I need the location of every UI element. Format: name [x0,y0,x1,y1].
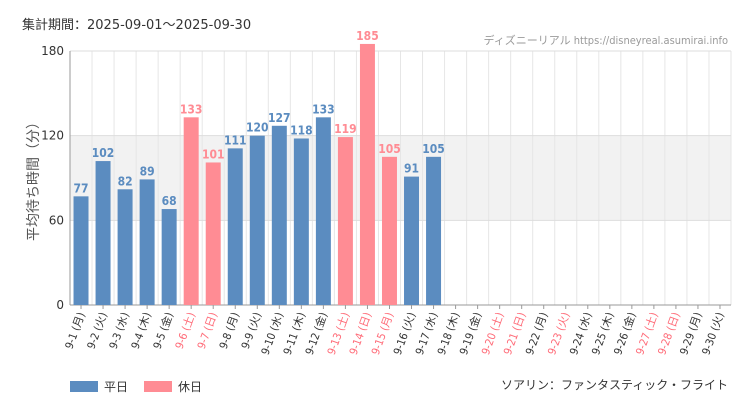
bar-value-label: 68 [162,194,177,208]
x-tick-label: 9-9 (火) [239,310,264,350]
period-label: 集計期間：2025-09-01～2025-09-30 [22,18,252,33]
source-label: ディズニーリアル https://disneyreal.asumirai.inf… [483,34,728,47]
legend-item-holiday: 休日 [144,378,202,395]
x-tick-label: 9-2 (火) [85,310,110,350]
bar [95,161,111,305]
y-tick-label: 180 [41,44,64,58]
bar-value-label: 133 [180,102,203,116]
bar [315,117,331,305]
bar-value-label: 118 [290,123,313,137]
x-tick-label: 9-7 (日) [195,310,220,350]
y-axis-title: 平均待ち時間（分） [26,115,42,241]
bar-value-label: 89 [140,164,155,178]
bar-value-label: 119 [334,122,357,136]
bar-value-label: 101 [202,147,225,161]
bar [73,196,89,305]
bar [426,156,442,305]
bar-value-label: 102 [92,146,115,160]
bar [381,156,397,305]
bar [183,117,199,305]
x-tick-label: 9-3 (水) [107,310,132,350]
bar [139,179,155,305]
bar [404,176,420,305]
bar-value-label: 91 [404,162,419,176]
bar-value-label: 82 [118,174,133,188]
bar-value-label: 105 [422,142,445,156]
bar-value-label: 127 [268,111,291,125]
x-tick-label: 9-5 (金) [150,310,176,351]
bar-value-label: 105 [378,142,401,156]
bar [161,209,177,305]
x-tick-label: 9-1 (月) [63,310,88,350]
legend-swatch-weekday [70,381,98,392]
bar [205,162,221,305]
x-tick-label: 9-6 (土) [173,310,198,350]
bar [249,135,265,305]
bar [293,138,309,305]
legend-label-holiday: 休日 [178,380,203,394]
bar-value-label: 77 [74,181,89,195]
bar-value-label: 111 [224,133,247,147]
bar-value-label: 185 [356,29,379,43]
y-tick-label: 60 [49,213,64,227]
bar [271,125,287,306]
bar-value-label: 120 [246,121,269,135]
y-tick-label: 0 [56,298,64,312]
attraction-name: ソアリン：ファンタスティック・フライト [500,378,728,392]
bar [117,189,133,305]
legend: 平日 休日 [70,378,218,395]
bar [337,137,353,305]
y-tick-label: 120 [41,129,64,143]
x-tick-label: 9-4 (木) [129,310,154,350]
x-tick-label: 9-8 (月) [217,310,242,350]
bar-value-label: 133 [312,102,335,116]
bar [227,148,243,305]
bar [359,43,375,305]
legend-item-weekday: 平日 [70,378,128,395]
legend-label-weekday: 平日 [104,380,129,394]
legend-swatch-holiday [144,381,173,392]
